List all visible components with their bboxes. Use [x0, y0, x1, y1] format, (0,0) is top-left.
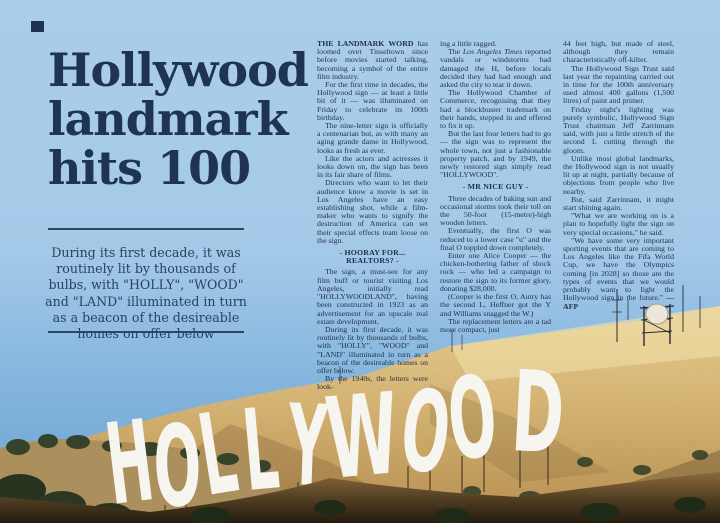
sign-letter: D	[509, 348, 568, 480]
headline-line: Hollywood	[48, 43, 309, 97]
paragraph: By the 1940s, the letters were look-	[317, 374, 428, 392]
paragraph: (Cooper is the first O, Autry has the se…	[440, 292, 551, 318]
photo-foreground-trees	[190, 497, 706, 523]
paragraph: 44 feet high, but made of steel, althoug…	[563, 39, 674, 65]
corner-ornament	[31, 21, 44, 32]
sign-letter: Y	[285, 379, 330, 512]
paragraph: Eventually, the first O was reduced to a…	[440, 226, 551, 252]
paragraph-text: has loomed over Tinseltown since before …	[317, 39, 429, 81]
paragraph: Three decades of baking sun and occasion…	[440, 193, 551, 228]
paragraph-text: "We have some very important sporting ev…	[563, 235, 674, 303]
section-subhead: - MR NICE GUY -	[462, 182, 529, 192]
paragraph: Unlike most global landmarks, the Hollyw…	[563, 153, 674, 196]
photo-brush	[298, 450, 708, 514]
publication-name: Los Angeles Times	[462, 47, 523, 57]
sign-support-poles	[164, 446, 549, 523]
paragraph: THE LANDMARK WORD has loomed over Tinsel…	[317, 39, 429, 81]
headline-line: hits 100	[48, 141, 251, 195]
article-column-1: THE LANDMARK WORD has loomed over Tinsel…	[317, 39, 429, 392]
deck-divider-bottom	[48, 331, 244, 333]
paragraph: The sign, a must-see for any film buff o…	[317, 267, 428, 326]
paragraph: The nine-letter sign is officially a cen…	[317, 121, 428, 155]
sign-letter: L	[191, 386, 245, 521]
photo-left-ridge	[0, 439, 290, 523]
article-column-3: 44 feet high, but made of steel, althoug…	[563, 39, 674, 311]
paragraph: But the last four letters had to go — th…	[440, 129, 551, 180]
paragraph: The Los Angeles Times reported vandals o…	[440, 48, 551, 89]
photo-foreground	[0, 472, 720, 523]
paragraph: Enter one Alice Cooper — the chicken-bot…	[440, 251, 551, 293]
paragraph: During its first decade, it was routinel…	[317, 324, 428, 375]
paragraph-text: The	[448, 47, 463, 57]
paragraph-text: reported vandals or windstorms had damag…	[440, 47, 551, 90]
paragraph: Directors who want to let their audience…	[317, 178, 428, 245]
masthead: Hollywood landmark hits 100	[48, 46, 310, 193]
section-subhead: - HOORAY FOR... REALTORS? -	[339, 248, 406, 266]
paragraph: "What we are working on is a plan to hop…	[563, 211, 674, 237]
sign-letter: L	[238, 383, 284, 517]
paragraph: Like the actors and actresses it looks d…	[317, 153, 428, 180]
deck-divider-top	[48, 228, 244, 230]
paragraph: But, said Zarrinnam, it might start shin…	[563, 194, 674, 213]
standfirst: During its first decade, it was routinel…	[45, 245, 247, 342]
lead-in: THE LANDMARK WORD	[317, 39, 414, 48]
headline-line: landmark	[48, 92, 288, 146]
article-column-2: ing a little ragged. The Los Angeles Tim…	[440, 39, 551, 334]
sign-letter: O	[443, 352, 502, 486]
paragraph: ing a little ragged.	[440, 39, 497, 48]
paragraph: The Hollywood Chamber of Commerce, recog…	[440, 88, 551, 131]
paragraph: Friday night's lighting was purely symbo…	[563, 104, 674, 155]
paragraph: For the first time in decades, the Holly…	[317, 80, 428, 122]
sign-letter: H	[99, 395, 160, 523]
paragraph: The replacement letters are a tad more c…	[440, 316, 551, 334]
photo-trees	[0, 434, 271, 523]
paragraph: "We have some very important sporting ev…	[563, 235, 674, 311]
paragraph: The Hollywood Sign Trust said last year …	[563, 63, 674, 106]
page-title: Hollywood landmark hits 100	[48, 46, 310, 193]
sign-letter: O	[151, 401, 203, 523]
